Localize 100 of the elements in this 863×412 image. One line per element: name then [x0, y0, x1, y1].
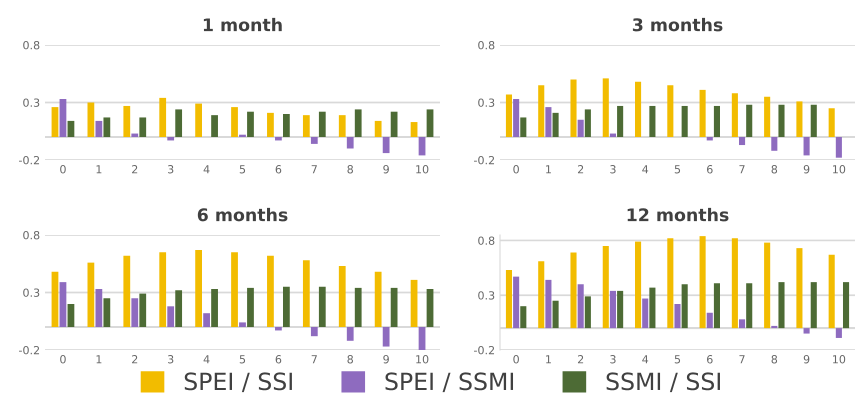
y-tick-label: 0.3: [23, 288, 40, 297]
x-tick-label: 0: [513, 165, 519, 174]
bar: [267, 112, 274, 137]
bar: [778, 104, 785, 137]
bar: [159, 252, 166, 327]
bar: [804, 137, 810, 156]
bar: [828, 254, 835, 328]
bar: [617, 290, 624, 328]
bar: [338, 266, 346, 327]
bar: [545, 107, 552, 137]
bar: [382, 137, 390, 154]
x-tick-label: 10: [833, 165, 846, 174]
y-tick-label: 0.8: [23, 40, 40, 50]
bar: [520, 306, 526, 328]
bar: [60, 282, 66, 327]
bar: [836, 137, 842, 158]
bar: [602, 246, 609, 328]
x-tick-label: 7: [312, 355, 317, 364]
bar: [649, 288, 656, 328]
x-tick-label: 9: [804, 165, 810, 174]
bar: [87, 102, 94, 137]
x-tick-label: 3: [168, 355, 174, 364]
bar: [674, 304, 681, 328]
bar: [302, 115, 310, 137]
bar: [87, 262, 94, 327]
x-tick-label: 9: [383, 165, 389, 174]
bar: [139, 294, 146, 327]
x-tick-label: 6: [707, 355, 713, 364]
bar: [231, 107, 238, 137]
bar: [302, 260, 310, 327]
bar: [426, 289, 434, 327]
x-tick-label: 4: [204, 355, 210, 364]
y-tick-label: -0.2: [474, 346, 494, 354]
bar: [570, 252, 577, 328]
bar: [738, 137, 746, 146]
bar: [247, 112, 254, 137]
bar: [732, 238, 738, 328]
bar: [538, 85, 544, 137]
y-tick-label: 0.3: [478, 98, 494, 107]
bar: [338, 115, 346, 137]
bar: [570, 80, 577, 137]
bar: [318, 112, 326, 137]
bar: [738, 319, 746, 328]
bar: [282, 286, 290, 327]
bar: [746, 104, 752, 137]
bar: [513, 276, 520, 328]
bar: [418, 137, 426, 156]
legend-label: SPEI / SSI: [184, 372, 292, 392]
x-tick-label: 0: [513, 355, 519, 364]
x-tick-label: 7: [739, 355, 745, 364]
bar: [374, 120, 382, 137]
bar: [374, 272, 382, 327]
bar: [175, 109, 182, 137]
bar: [764, 96, 770, 137]
x-tick-label: 3: [610, 165, 616, 174]
bar: [103, 298, 110, 327]
bar: [682, 106, 688, 137]
bar: [282, 114, 290, 137]
bar: [706, 312, 713, 328]
bar: [123, 106, 130, 137]
bar: [610, 134, 616, 137]
bar: [771, 326, 778, 328]
x-tick-label: 8: [347, 165, 353, 174]
bar: [346, 327, 354, 341]
y-tick-label: -0.2: [19, 156, 40, 164]
bar: [667, 238, 674, 328]
x-tick-label: 5: [674, 165, 680, 174]
bar: [310, 137, 318, 144]
bar: [771, 137, 778, 151]
x-tick-label: 3: [610, 355, 616, 364]
bar: [649, 106, 656, 137]
bar: [195, 104, 202, 137]
chart-title: 1 month: [204, 18, 282, 32]
bar: [584, 109, 591, 137]
bar: [778, 282, 785, 328]
bar: [642, 298, 648, 328]
x-tick-label: 2: [578, 355, 584, 364]
bar: [700, 90, 706, 137]
bar: [175, 290, 182, 327]
y-tick-label: -0.2: [474, 156, 494, 164]
bar: [584, 296, 591, 328]
bar: [167, 137, 174, 140]
legend-label: SPEI / SSMI: [386, 372, 514, 392]
x-tick-label: 7: [312, 165, 317, 174]
bar: [52, 272, 58, 327]
chart-title: 12 months: [628, 208, 728, 222]
bar: [103, 117, 110, 137]
x-tick-label: 1: [546, 355, 551, 364]
x-tick-label: 4: [204, 165, 210, 174]
x-tick-label: 9: [383, 355, 389, 364]
x-tick-label: 6: [707, 165, 713, 174]
x-tick-label: 5: [674, 355, 680, 364]
bar: [732, 93, 738, 137]
x-tick-label: 7: [739, 165, 745, 174]
bar: [346, 137, 354, 148]
bar: [203, 313, 210, 327]
bar: [354, 109, 362, 137]
bar: [382, 327, 390, 347]
bar: [520, 117, 526, 137]
bar: [810, 104, 817, 137]
